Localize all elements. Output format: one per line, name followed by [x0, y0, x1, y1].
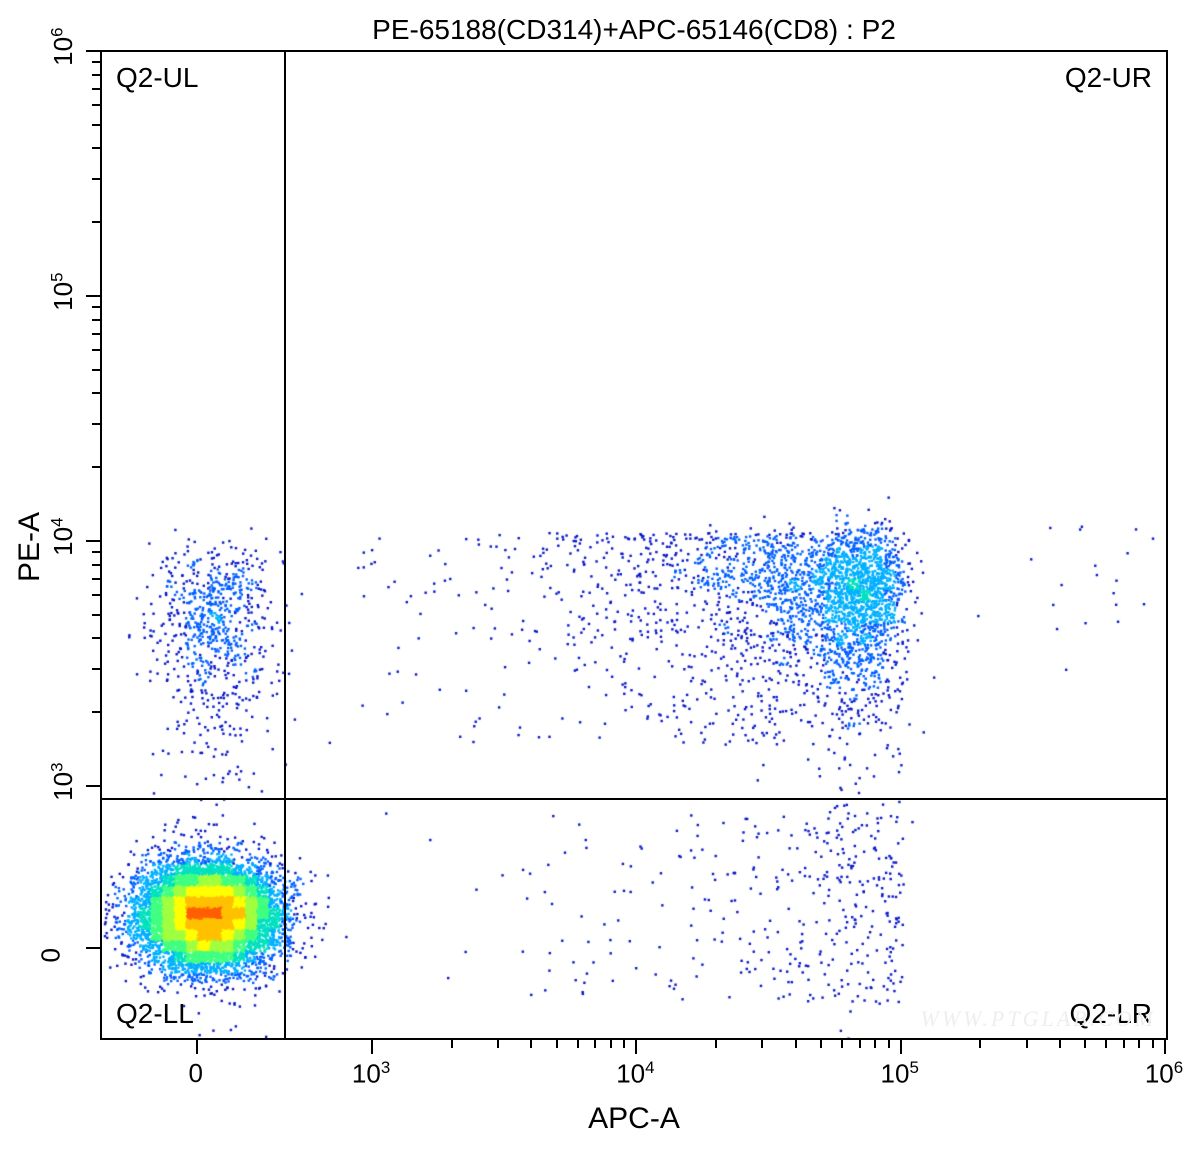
x-tick — [497, 1040, 499, 1048]
y-tick — [86, 295, 100, 297]
x-tick — [900, 1040, 902, 1054]
y-tick — [92, 349, 100, 351]
x-tick — [623, 1040, 625, 1048]
scatter-canvas — [102, 52, 1166, 1038]
y-tick — [92, 594, 100, 596]
x-tick — [715, 1040, 717, 1048]
x-tick — [635, 1040, 637, 1054]
y-tick — [92, 178, 100, 180]
y-tick — [92, 333, 100, 335]
y-tick — [92, 369, 100, 371]
y-tick-label: 103 — [47, 762, 79, 800]
x-tick — [1105, 1040, 1107, 1048]
x-tick-label: 0 — [189, 1058, 203, 1089]
y-tick — [92, 466, 100, 468]
y-tick-label: 0 — [36, 948, 67, 962]
quadrant-label-ll: Q2-LL — [116, 998, 194, 1030]
x-tick — [594, 1040, 596, 1048]
x-tick — [530, 1040, 532, 1048]
flow-cytometry-chart: PE-65188(CD314)+APC-65146(CD8) : P2 Q2-U… — [0, 0, 1200, 1156]
y-tick — [92, 306, 100, 308]
x-tick — [761, 1040, 763, 1048]
x-tick — [1138, 1040, 1140, 1048]
y-tick — [92, 578, 100, 580]
y-tick — [92, 104, 100, 106]
y-tick — [92, 124, 100, 126]
y-tick — [92, 221, 100, 223]
watermark: WWW.PTGLAB.COM — [920, 1006, 1156, 1032]
y-tick — [86, 785, 100, 787]
y-tick — [92, 147, 100, 149]
x-tick — [1164, 1040, 1166, 1054]
y-tick — [92, 564, 100, 566]
y-tick — [92, 74, 100, 76]
quadrant-horizontal-line — [102, 798, 1166, 800]
x-tick — [196, 1040, 198, 1054]
y-tick-label: 106 — [47, 28, 79, 66]
x-tick — [795, 1040, 797, 1048]
x-tick — [979, 1040, 981, 1048]
chart-title: PE-65188(CD314)+APC-65146(CD8) : P2 — [100, 14, 1168, 46]
y-tick — [92, 392, 100, 394]
x-tick — [451, 1040, 453, 1048]
y-tick — [92, 88, 100, 90]
quadrant-vertical-line — [284, 52, 286, 1038]
x-tick — [1026, 1040, 1028, 1048]
y-tick — [92, 319, 100, 321]
quadrant-label-ur: Q2-UR — [1065, 62, 1152, 94]
quadrant-label-ul: Q2-UL — [116, 62, 198, 94]
x-tick-label: 105 — [881, 1058, 919, 1090]
x-tick — [1059, 1040, 1061, 1048]
x-tick — [371, 1040, 373, 1054]
x-tick — [859, 1040, 861, 1048]
y-tick — [92, 423, 100, 425]
plot-area: Q2-UL Q2-UR Q2-LL Q2-LR WWW.PTGLAB.COM — [100, 50, 1168, 1040]
x-tick — [841, 1040, 843, 1048]
x-tick-label: 106 — [1145, 1058, 1183, 1090]
y-tick — [92, 711, 100, 713]
x-tick — [820, 1040, 822, 1048]
x-tick — [1152, 1040, 1154, 1048]
y-tick — [92, 61, 100, 63]
x-tick-label: 103 — [352, 1058, 390, 1090]
y-tick-label: 104 — [47, 517, 79, 555]
x-tick-label: 104 — [616, 1058, 654, 1090]
y-tick — [86, 50, 100, 52]
x-tick — [556, 1040, 558, 1048]
x-tick — [1123, 1040, 1125, 1048]
y-tick — [86, 947, 100, 949]
x-tick — [577, 1040, 579, 1048]
y-tick-label: 105 — [47, 272, 79, 310]
y-tick — [86, 540, 100, 542]
y-tick — [92, 551, 100, 553]
x-tick — [1084, 1040, 1086, 1048]
y-axis-label: PE-A — [13, 507, 47, 587]
y-tick — [92, 668, 100, 670]
x-tick — [610, 1040, 612, 1048]
y-tick — [92, 637, 100, 639]
y-tick — [92, 614, 100, 616]
x-axis-label: APC-A — [100, 1102, 1168, 1136]
x-tick — [888, 1040, 890, 1048]
x-tick — [874, 1040, 876, 1048]
